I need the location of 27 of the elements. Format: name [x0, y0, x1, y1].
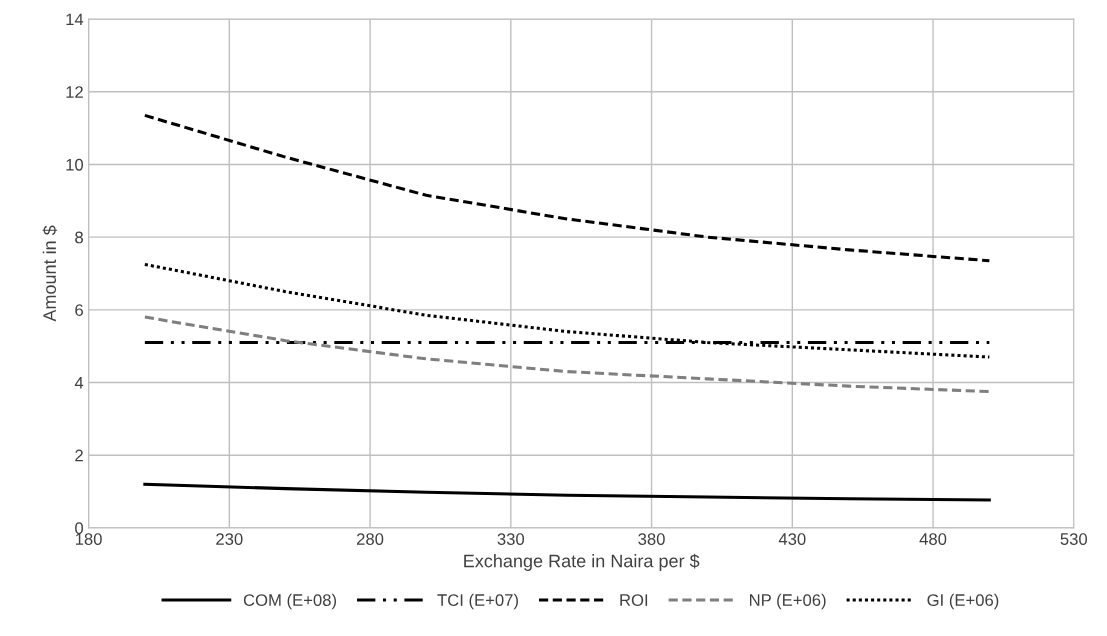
legend-label: ROI — [620, 594, 648, 606]
legend-label: NP (E+06) — [749, 593, 826, 610]
y-tick-label: 2 — [75, 449, 83, 462]
y-tick-label: 4 — [74, 377, 84, 389]
x-axis-title: Exchange Rate in Naira per $ — [464, 553, 700, 571]
x-tick-label: 430 — [778, 533, 806, 545]
line-series — [143, 262, 991, 359]
x-tick-label: 280 — [356, 533, 384, 545]
line-series — [143, 113, 991, 263]
y-tick-label: 12 — [66, 86, 83, 98]
y-axis-title: Amount in $ — [42, 225, 58, 322]
x-tick-label: 530 — [1060, 533, 1088, 545]
x-tick-label: 180 — [75, 533, 102, 545]
y-tick-label: 6 — [75, 304, 83, 317]
line-series — [143, 482, 991, 502]
x-tick-label: 330 — [497, 533, 525, 545]
legend-label: COM (E+08) — [243, 593, 336, 610]
x-tick-label: 230 — [216, 533, 243, 545]
legend-label: TCI (E+07) — [437, 593, 518, 610]
x-tick-label: 480 — [919, 533, 947, 545]
y-tick-label: 0 — [75, 522, 84, 535]
y-tick-label: 10 — [66, 158, 84, 171]
y-tick-label: 14 — [66, 13, 84, 26]
x-tick-label: 380 — [638, 533, 665, 545]
line-series — [143, 315, 991, 394]
y-tick-label: 8 — [75, 231, 83, 244]
legend-label: GI (E+06) — [927, 593, 999, 610]
